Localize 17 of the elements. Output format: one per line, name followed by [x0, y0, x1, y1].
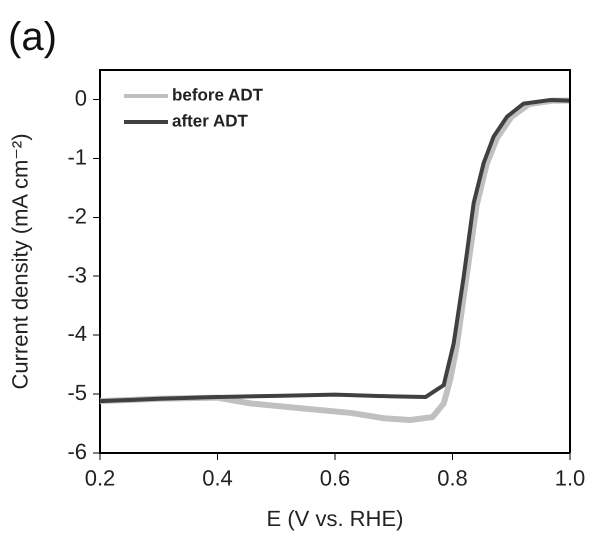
y-tick-label: 0 [74, 86, 87, 111]
legend-label: before ADT [172, 86, 264, 105]
y-tick-label: -2 [67, 203, 87, 228]
y-tick-label: -5 [67, 380, 87, 406]
x-tick-label: 1.0 [554, 465, 586, 490]
y-tick-label: -4 [67, 321, 87, 346]
chart-title: (a) [8, 15, 57, 59]
y-tick-label: -1 [67, 144, 87, 170]
y-tick-label: -3 [67, 262, 87, 288]
x-tick-label: 0.4 [202, 465, 233, 490]
x-axis-title: E (V vs. RHE) [266, 506, 404, 531]
legend-label: after ADT [172, 112, 248, 131]
x-tick-label: 0.8 [437, 465, 468, 490]
x-tick-label: 0.2 [84, 465, 116, 490]
y-axis-title: Current density (mA cm⁻²) [7, 133, 32, 390]
x-tick-label: 0.6 [320, 465, 350, 490]
y-tick-label: -6 [67, 439, 87, 464]
